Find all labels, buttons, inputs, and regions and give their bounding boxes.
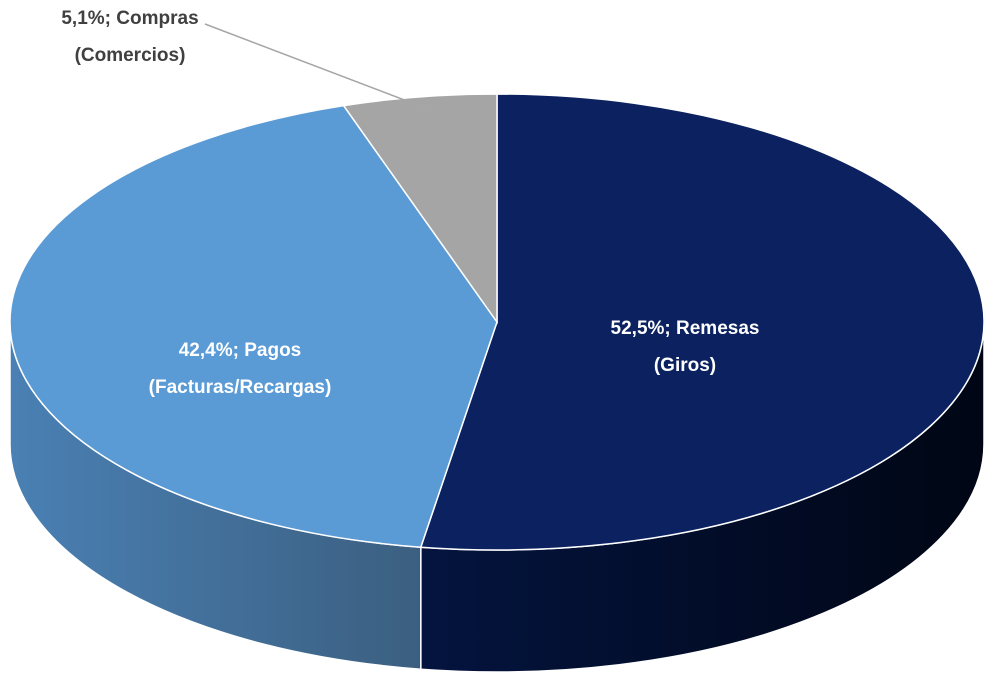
value-label: 52,5%;	[610, 318, 671, 339]
data-label: 52,5%; Remesas (Giros)	[598, 310, 773, 384]
data-label: 5,1%; Compras (Comercios)	[43, 0, 218, 74]
slice	[9, 104, 498, 548]
category-label: Remesas (Giros)	[653, 318, 760, 376]
slice	[419, 93, 985, 551]
category-label: Pagos (Facturas/Recargas)	[148, 340, 332, 398]
leader-line	[204, 23, 437, 113]
value-label: 42,4%;	[178, 340, 239, 361]
slice	[342, 93, 498, 325]
category-label: Compras (Comercios)	[74, 8, 199, 66]
data-label: 42,4%; Pagos (Facturas/Recargas)	[120, 332, 360, 406]
value-label: 5,1%;	[61, 8, 111, 29]
